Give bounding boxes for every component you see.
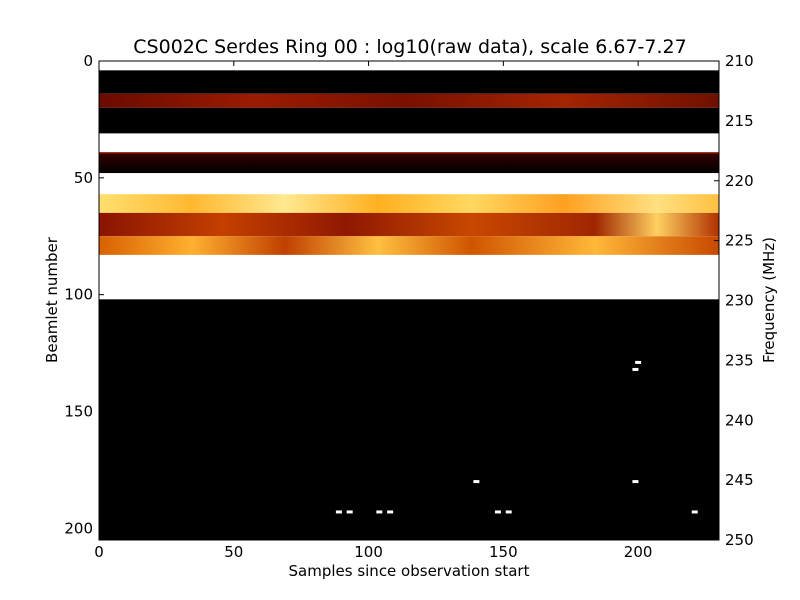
heatmap-band-5: [99, 152, 719, 174]
heatmap-band-1: [99, 70, 719, 94]
y-tick-label-3: 150: [64, 402, 93, 420]
heatmap-band-9: [99, 236, 719, 255]
hotspot-4: [335, 510, 342, 514]
y-right-tick-label-2: 220: [725, 172, 754, 190]
y-axis-left: 0 50 100 150 200: [64, 52, 104, 537]
x-axis: 0 50 100 150 200: [94, 61, 652, 561]
hotspot-7: [387, 510, 394, 514]
y-tick-label-0: 0: [83, 52, 93, 70]
chart-title: CS002C Serdes Ring 00 : log10(raw data),…: [133, 36, 686, 58]
x-tick-label-0: 0: [94, 543, 104, 561]
heatmap-band-4: [99, 133, 719, 153]
heatmap-band-7: [99, 194, 719, 213]
hotspot-2: [473, 480, 480, 484]
x-tick-label-4: 200: [624, 543, 653, 561]
x-tick-label-2: 100: [354, 543, 383, 561]
heatmap-band-8: [99, 212, 719, 237]
hotspot-9: [505, 510, 512, 514]
y-right-tick-label-4: 230: [725, 292, 754, 310]
y-right-tick-label-3: 225: [725, 232, 754, 250]
hotspot-1: [632, 367, 639, 371]
heatmap-band-11: [99, 299, 719, 540]
hotspot-8: [494, 510, 501, 514]
heatmap-band-2: [99, 93, 719, 108]
y-right-tick-label-1: 215: [725, 112, 754, 130]
y-tick-label-2: 100: [64, 286, 93, 304]
y-axis-right: 210 215 220 225 230 235 240 245 250: [714, 52, 754, 549]
hotspot-5: [346, 510, 353, 514]
x-tick-label-1: 50: [224, 543, 243, 561]
y-axis-label: Beamlet number: [43, 236, 61, 363]
y-axis-right-label: Frequency (MHz): [760, 237, 778, 363]
points-layer: [335, 360, 698, 514]
hotspot-3: [632, 480, 639, 484]
bands-layer: [99, 61, 719, 540]
y-right-tick-label-6: 240: [725, 411, 754, 429]
y-tick-label-4: 200: [64, 519, 93, 537]
y-right-tick-label-5: 235: [725, 351, 754, 369]
heatmap-band-3: [99, 107, 719, 134]
hotspot-6: [376, 510, 383, 514]
hotspot-10: [691, 510, 698, 514]
plot-area: [98, 60, 720, 541]
y-right-tick-label-8: 250: [725, 531, 754, 549]
y-tick-label-1: 50: [74, 169, 93, 187]
heatmap-band-10: [99, 254, 719, 300]
x-tick-label-3: 150: [489, 543, 518, 561]
heatmap-band-6: [99, 173, 719, 195]
x-axis-label: Samples since observation start: [289, 562, 530, 580]
heatmap-band-0: [99, 61, 719, 71]
y-right-tick-label-7: 245: [725, 471, 754, 489]
hotspot-0: [635, 360, 642, 364]
y-right-tick-label-0: 210: [725, 52, 754, 70]
